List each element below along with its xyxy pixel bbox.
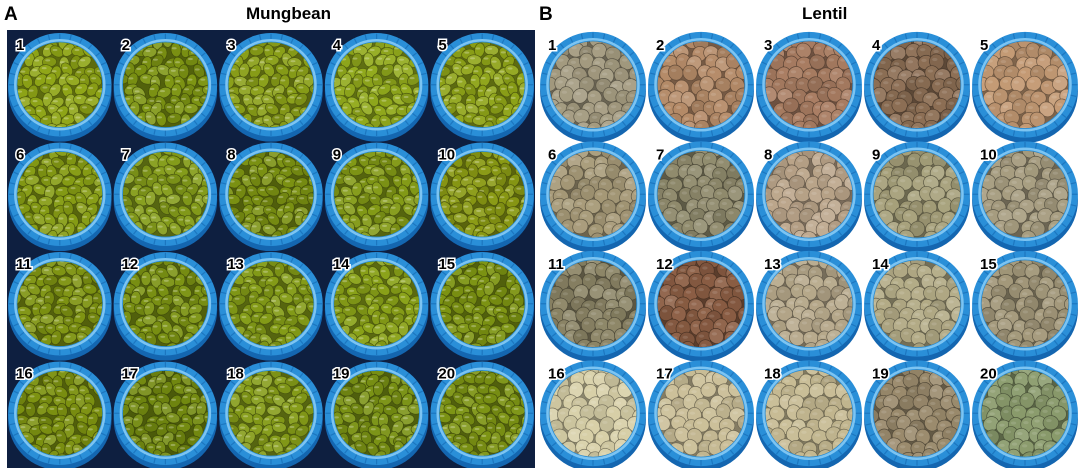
lentil-sample-number: 2 xyxy=(656,37,664,54)
mungbean-sample-cup: 10 xyxy=(430,142,534,252)
lentil-sample-cup: 3 xyxy=(756,31,862,143)
mungbean-sample-cup: 2 xyxy=(113,33,218,142)
mungbean-sample-cup: 1 xyxy=(8,33,112,142)
panel-b-letter: B xyxy=(539,4,553,25)
lentil-sample-cup: 17 xyxy=(648,360,754,468)
lentil-sample-number: 13 xyxy=(764,256,781,273)
mungbean-sample-number: 5 xyxy=(438,37,446,54)
panel-b-title: Lentil xyxy=(802,4,848,23)
lentil-sample-cup: 11 xyxy=(540,250,646,362)
lentil-sample-cup: 13 xyxy=(756,250,862,362)
panel-a-letter: A xyxy=(4,4,18,25)
lentil-sample-cup: 4 xyxy=(864,31,970,143)
mungbean-photo: 1 2 3 4 5 6 7 8 9 10 11 12 13 14 15 16 17 18 19 20 xyxy=(7,30,535,468)
mungbean-sample-cup: 13 xyxy=(219,252,323,361)
lentil-sample-cup: 18 xyxy=(756,360,862,468)
mungbean-sample-cup: 18 xyxy=(219,361,323,468)
lentil-sample-number: 19 xyxy=(872,366,889,383)
lentil-sample-number: 7 xyxy=(656,147,664,164)
mungbean-sample-cup: 11 xyxy=(8,252,112,361)
mungbean-sample-number: 1 xyxy=(16,37,24,54)
lentil-sample-cup: 20 xyxy=(972,360,1078,468)
lentil-sample-number: 18 xyxy=(764,366,781,383)
mungbean-sample-number: 2 xyxy=(122,37,130,54)
mungbean-sample-cup: 4 xyxy=(324,33,429,142)
lentil-sample-cup: 12 xyxy=(648,250,754,362)
mungbean-sample-number: 15 xyxy=(438,256,455,273)
panel-a-title: Mungbean xyxy=(246,4,331,23)
mungbean-sample-number: 12 xyxy=(122,256,139,273)
mungbean-sample-number: 9 xyxy=(333,147,341,164)
mungbean-sample-number: 13 xyxy=(227,256,244,273)
mungbean-sample-number: 8 xyxy=(227,147,235,164)
mungbean-sample-cup: 7 xyxy=(113,142,218,252)
lentil-sample-cup: 1 xyxy=(540,31,646,143)
lentil-sample-number: 10 xyxy=(980,147,997,164)
lentil-sample-number: 8 xyxy=(764,147,772,164)
lentil-sample-cup: 15 xyxy=(972,250,1078,362)
mungbean-sample-number: 4 xyxy=(333,37,342,54)
lentil-sample-cup: 2 xyxy=(648,31,754,143)
lentil-sample-cup: 6 xyxy=(540,141,646,253)
mungbean-sample-number: 18 xyxy=(227,366,244,383)
mungbean-sample-cup: 9 xyxy=(324,142,429,252)
mungbean-sample-cup: 6 xyxy=(8,142,112,252)
lentil-sample-number: 12 xyxy=(656,256,673,273)
lentil-sample-cup: 14 xyxy=(864,250,970,362)
mungbean-sample-number: 7 xyxy=(122,147,130,164)
lentil-photo: 1 2 3 4 5 6 7 8 9 10 11 12 13 14 15 16 17 18 19 20 xyxy=(539,30,1079,468)
mungbean-sample-number: 17 xyxy=(122,366,139,383)
mungbean-sample-cup: 3 xyxy=(219,33,323,142)
mungbean-sample-number: 14 xyxy=(333,256,350,273)
mungbean-sample-cup: 5 xyxy=(430,33,534,142)
mungbean-sample-cup: 19 xyxy=(324,361,429,468)
lentil-sample-number: 14 xyxy=(872,256,889,273)
lentil-sample-cup: 8 xyxy=(756,141,862,253)
lentil-sample-number: 4 xyxy=(872,37,881,54)
lentil-sample-cup: 5 xyxy=(972,31,1078,143)
mungbean-sample-number: 11 xyxy=(16,256,32,273)
mungbean-sample-cup: 12 xyxy=(113,252,218,361)
lentil-sample-number: 3 xyxy=(764,37,772,54)
mungbean-sample-cup: 16 xyxy=(8,361,112,468)
mungbean-sample-cup: 20 xyxy=(430,361,534,468)
lentil-sample-number: 17 xyxy=(656,366,673,383)
mungbean-sample-number: 3 xyxy=(227,37,235,54)
mungbean-sample-cup: 15 xyxy=(430,252,534,361)
lentil-sample-cup: 16 xyxy=(540,360,646,468)
mungbean-sample-number: 10 xyxy=(438,147,455,164)
mungbean-sample-cup: 14 xyxy=(324,252,429,361)
lentil-sample-number: 16 xyxy=(548,366,565,383)
mungbean-sample-number: 20 xyxy=(438,366,455,383)
lentil-sample-cup: 19 xyxy=(864,360,970,468)
lentil-sample-number: 15 xyxy=(980,256,997,273)
mungbean-sample-cup: 8 xyxy=(219,142,323,252)
lentil-sample-number: 20 xyxy=(980,366,997,383)
mungbean-sample-cup: 17 xyxy=(113,361,218,468)
mungbean-sample-number: 6 xyxy=(16,147,24,164)
mungbean-sample-number: 16 xyxy=(16,366,33,383)
lentil-sample-cup: 7 xyxy=(648,141,754,253)
lentil-sample-cup: 10 xyxy=(972,141,1078,253)
lentil-sample-number: 1 xyxy=(548,37,556,54)
lentil-sample-number: 11 xyxy=(548,256,564,273)
lentil-sample-number: 5 xyxy=(980,37,988,54)
lentil-sample-cup: 9 xyxy=(864,141,970,253)
lentil-sample-number: 6 xyxy=(548,147,556,164)
lentil-sample-number: 9 xyxy=(872,147,880,164)
mungbean-sample-number: 19 xyxy=(333,366,350,383)
